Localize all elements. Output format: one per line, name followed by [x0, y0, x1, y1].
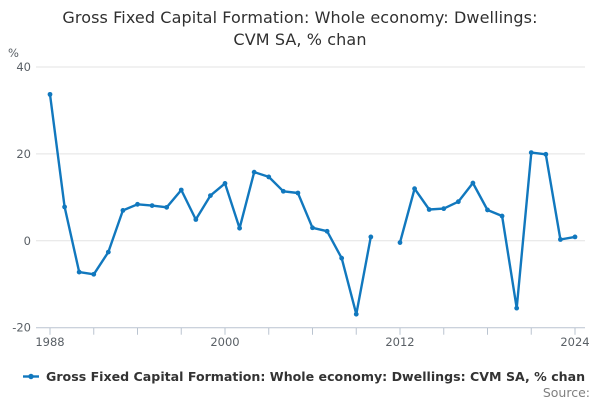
data-point: [485, 207, 490, 213]
data-point: [120, 207, 126, 213]
x-tick-label: 2012: [385, 335, 414, 349]
data-point: [295, 190, 301, 196]
data-point: [543, 151, 549, 157]
data-point: [426, 207, 432, 212]
data-point: [368, 234, 374, 240]
x-tick-label: 1988: [35, 335, 64, 349]
legend-label: Gross Fixed Capital Formation: Whole eco…: [46, 368, 586, 384]
y-tick-label: 40: [16, 60, 31, 74]
chart-title-line2: CVM SA, % chan: [233, 30, 367, 49]
data-point: [499, 213, 505, 219]
chart-title: Gross Fixed Capital Formation: Whole eco…: [0, 7, 600, 51]
data-point: [47, 91, 53, 97]
data-point: [528, 150, 534, 155]
data-point: [149, 203, 155, 209]
x-tick-label: 2024: [560, 335, 589, 349]
legend-line-marker-icon: [23, 373, 39, 379]
data-point: [193, 217, 199, 222]
data-point: [178, 187, 184, 193]
data-point: [558, 237, 563, 242]
data-point: [397, 240, 403, 245]
data-point: [266, 174, 272, 180]
data-point: [76, 269, 82, 275]
data-point: [324, 228, 330, 234]
data-point: [353, 311, 359, 317]
data-point: [164, 204, 170, 210]
y-tick-label: 0: [24, 234, 31, 248]
data-point: [105, 249, 111, 255]
data-point: [237, 225, 242, 231]
data-point: [208, 193, 213, 199]
series-line: [48, 93, 372, 316]
y-axis-unit-label: %: [8, 46, 19, 60]
data-point: [441, 206, 447, 212]
x-tick-label: 2000: [210, 335, 239, 349]
chart-title-line1: Gross Fixed Capital Formation: Whole eco…: [62, 8, 538, 27]
data-point: [91, 271, 97, 277]
data-point: [339, 255, 345, 261]
data-point: [222, 181, 228, 186]
data-point: [514, 305, 520, 311]
data-point: [62, 204, 67, 210]
data-point: [455, 199, 461, 205]
series-line: [398, 151, 577, 310]
data-point: [412, 186, 417, 192]
data-point: [310, 225, 315, 231]
data-point: [572, 234, 578, 240]
data-point: [470, 180, 476, 186]
data-point: [280, 188, 286, 194]
source-label: Source:: [542, 385, 590, 400]
y-tick-label: 20: [16, 147, 31, 161]
data-point: [251, 169, 257, 175]
y-tick-label: -20: [12, 321, 31, 335]
legend: Gross Fixed Capital Formation: Whole eco…: [22, 368, 585, 384]
data-point: [135, 201, 140, 207]
